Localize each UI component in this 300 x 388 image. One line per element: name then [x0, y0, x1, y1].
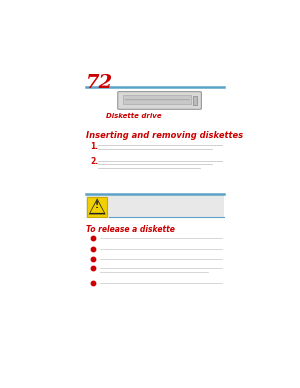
Bar	[87, 197, 107, 217]
Polygon shape	[89, 198, 106, 215]
Text: !: !	[95, 201, 99, 210]
Text: 1.: 1.	[90, 142, 98, 151]
Text: 2.: 2.	[90, 158, 98, 166]
Text: Inserting and removing diskettes: Inserting and removing diskettes	[85, 131, 243, 140]
Bar	[193, 96, 197, 105]
Polygon shape	[90, 200, 104, 213]
Text: Diskette drive: Diskette drive	[106, 113, 161, 119]
FancyBboxPatch shape	[118, 92, 201, 109]
Text: 72: 72	[85, 74, 113, 92]
Bar	[85, 195, 224, 218]
Text: To release a diskette: To release a diskette	[85, 225, 174, 234]
Bar	[123, 95, 191, 104]
